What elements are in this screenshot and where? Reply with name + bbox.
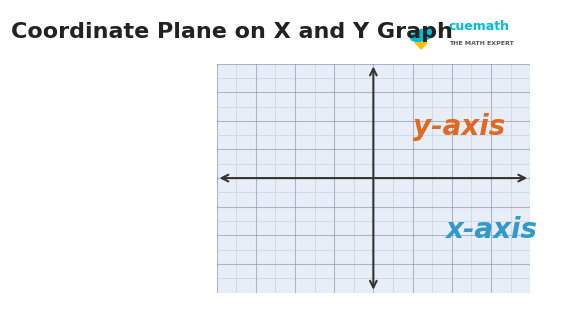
- Text: Coordinate Plane on X and Y Graph: Coordinate Plane on X and Y Graph: [11, 22, 453, 42]
- Polygon shape: [415, 43, 428, 49]
- Text: x-axis: x-axis: [445, 216, 537, 244]
- Text: y-axis: y-axis: [413, 113, 506, 141]
- Text: THE MATH EXPERT: THE MATH EXPERT: [449, 41, 514, 46]
- Ellipse shape: [410, 29, 435, 41]
- Text: cuemath: cuemath: [449, 20, 510, 33]
